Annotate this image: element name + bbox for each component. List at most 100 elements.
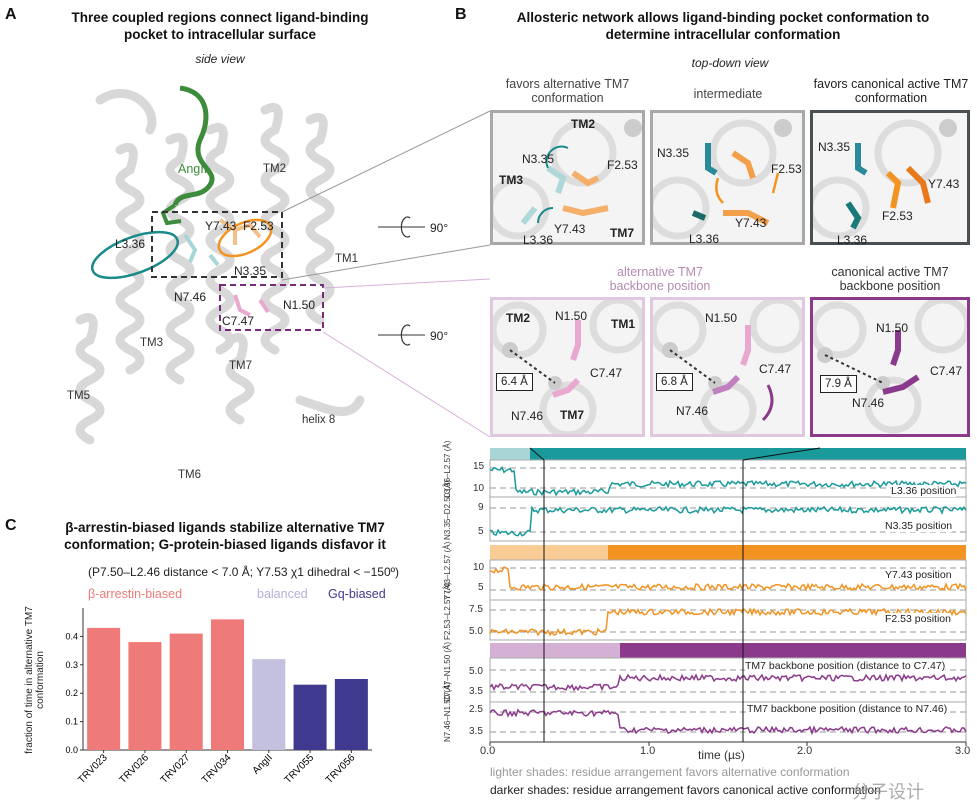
label-tm3: TM3 (140, 337, 163, 349)
box1-label-tm2: TM2 (571, 117, 595, 131)
b2-label-n746: N7.46 (676, 404, 709, 418)
trace-c747 (489, 672, 967, 692)
b1-label-n746: N7.46 (511, 409, 544, 423)
bottom-head-3-line1: canonical active TM7 (831, 265, 949, 279)
x-tick-label-trv056: TRV056 (324, 752, 358, 786)
ytick-0-0: 15 (473, 461, 485, 472)
bottom-head-1-line1: alternative TM7 (617, 265, 703, 279)
bottom-head-1: alternative TM7 backbone position (580, 265, 740, 293)
trace-l336 (489, 466, 967, 497)
state-bar-teal-dark (530, 448, 966, 460)
label-tm6: TM6 (178, 469, 201, 481)
label-tm5: TM5 (67, 390, 90, 402)
box1-label-tm7: TM7 (610, 226, 634, 240)
state-bar-teal-light (490, 448, 530, 460)
ytick-0-1: 10 (473, 483, 485, 494)
ytick-4-1: 3.5 (469, 686, 483, 697)
trace-label-c747: TM7 backbone position (distance to C7.47… (745, 660, 946, 672)
distance-box-2: 6.8 Å (656, 373, 693, 391)
b3-label-n746: N7.46 (852, 396, 885, 410)
box3-label-l336: L3.36 (837, 233, 868, 247)
b1-label-tm2: TM2 (506, 311, 530, 325)
label-tm7: TM7 (229, 360, 252, 372)
x-tick-label-trv026: TRV026 (117, 752, 151, 786)
bottom-box-3-structure (813, 300, 967, 434)
y-tick-label: 0.0 (65, 745, 78, 755)
b1-label-tm7: TM7 (560, 408, 584, 422)
trace-ylabel-1: N3.35–D2.50 (Å) (443, 479, 452, 540)
trace-label-f253: F2.53 position (885, 613, 951, 625)
trace-y743 (490, 566, 967, 592)
b2-label-n150: N1.50 (705, 311, 738, 325)
panel-a-letter: A (5, 6, 17, 23)
distance-box-3: 7.9 Å (820, 375, 857, 393)
box2-label-n335: N3.35 (657, 146, 690, 160)
ytick-5-0: 2.5 (469, 704, 483, 715)
panel-c-title: β-arrestin-biased ligands stabilize alte… (25, 519, 425, 553)
trace-n746 (489, 708, 967, 736)
chart-ylabel: fraction of time in alternative TM7 conf… (24, 606, 46, 754)
trace-label-n746: TM7 backbone position (distance to N7.46… (747, 703, 948, 715)
bottom-head-3: canonical active TM7 backbone position (810, 265, 970, 293)
state-bar-purple-dark (620, 643, 966, 658)
b3-label-n150: N1.50 (876, 321, 909, 335)
bottom-box-2-structure (653, 300, 802, 434)
bottom-box-canonical (810, 297, 970, 437)
y-tick-label: 0.2 (65, 688, 78, 698)
panel-c-letter: C (5, 517, 17, 534)
top-head-3-line2: conformation (854, 91, 928, 105)
trace-label-n335: N3.35 position (885, 520, 953, 532)
x-tick-label-trv034: TRV034 (200, 752, 234, 786)
xaxis-label: time (µs) (698, 748, 745, 762)
top-head-3-line1: favors canonical active TM7 (813, 77, 969, 91)
x-tick-label-trv055: TRV055 (283, 752, 317, 786)
box3-label-n335: N3.35 (818, 140, 851, 154)
state-bar-orange-dark (608, 545, 966, 560)
top-head-1: favors alternative TM7 conformation (490, 77, 645, 105)
b1-label-n150: N1.50 (555, 309, 588, 323)
panel-b-title-line2: determine intracellular conformation (605, 27, 841, 42)
ytick-5-1: 3.5 (469, 726, 483, 737)
b3-label-c747: C7.47 (930, 364, 963, 378)
top-box-intermediate (650, 110, 805, 245)
label-c747: C7.47 (222, 314, 255, 328)
label-helix8: helix 8 (302, 414, 336, 426)
top-box-alternative (490, 110, 645, 245)
box2-label-l336: L3.36 (689, 232, 720, 246)
panel-b-title-line1: Allosteric network allows ligand-binding… (516, 10, 930, 25)
panel-b-subtitle: top-down view (691, 56, 769, 70)
label-tm2: TM2 (263, 163, 286, 175)
top-box-3-structure (813, 119, 957, 240)
bar-trv023 (87, 627, 121, 750)
b1-label-tm1: TM1 (611, 317, 635, 331)
bar-trv026 (128, 642, 162, 750)
bottom-box-intermediate (650, 297, 805, 437)
label-n335: N3.35 (234, 264, 267, 278)
bottom-head-1-line2: backbone position (609, 279, 711, 293)
protein-side-view-illustration (75, 85, 365, 445)
bar-trv055 (293, 684, 327, 750)
trace-ylabel-5: N7.46–N1.50 (Å) (443, 681, 452, 742)
y-tick-label: 0.1 (65, 717, 78, 727)
note-lighter-shades: lighter shades: residue arrangement favo… (490, 765, 850, 779)
top-box-canonical (810, 110, 970, 245)
panel-c-title-line1: β-arrestin-biased ligands stabilize alte… (65, 520, 385, 535)
ytick-4-0: 5.0 (469, 666, 483, 677)
watermark: 分子设计 (852, 782, 924, 802)
panel-b-letter: B (455, 6, 467, 23)
rotation-label-1: 90° (430, 221, 449, 235)
trace-ylabel-3: F2.53–L2.57 (Å) (443, 582, 452, 640)
top-box-2-structure (653, 119, 792, 240)
box1-label-y743: Y7.43 (554, 222, 586, 236)
bottom-box-1-structure (493, 300, 642, 434)
bottom-box-alternative (490, 297, 645, 437)
ytick-2-0: 10 (473, 562, 485, 573)
note-darker-shades: darker shades: residue arrangement favor… (490, 783, 881, 797)
box1-label-n335: N3.35 (522, 152, 555, 166)
legend-gq: Gq-biased (328, 587, 386, 601)
b2-label-c747: C7.47 (759, 362, 792, 376)
y-tick-label: 0.4 (65, 631, 78, 641)
top-head-1-line1: favors alternative TM7 (505, 77, 630, 91)
label-f253: F2.53 (243, 219, 274, 233)
ytick-3-0: 7.5 (469, 604, 483, 615)
